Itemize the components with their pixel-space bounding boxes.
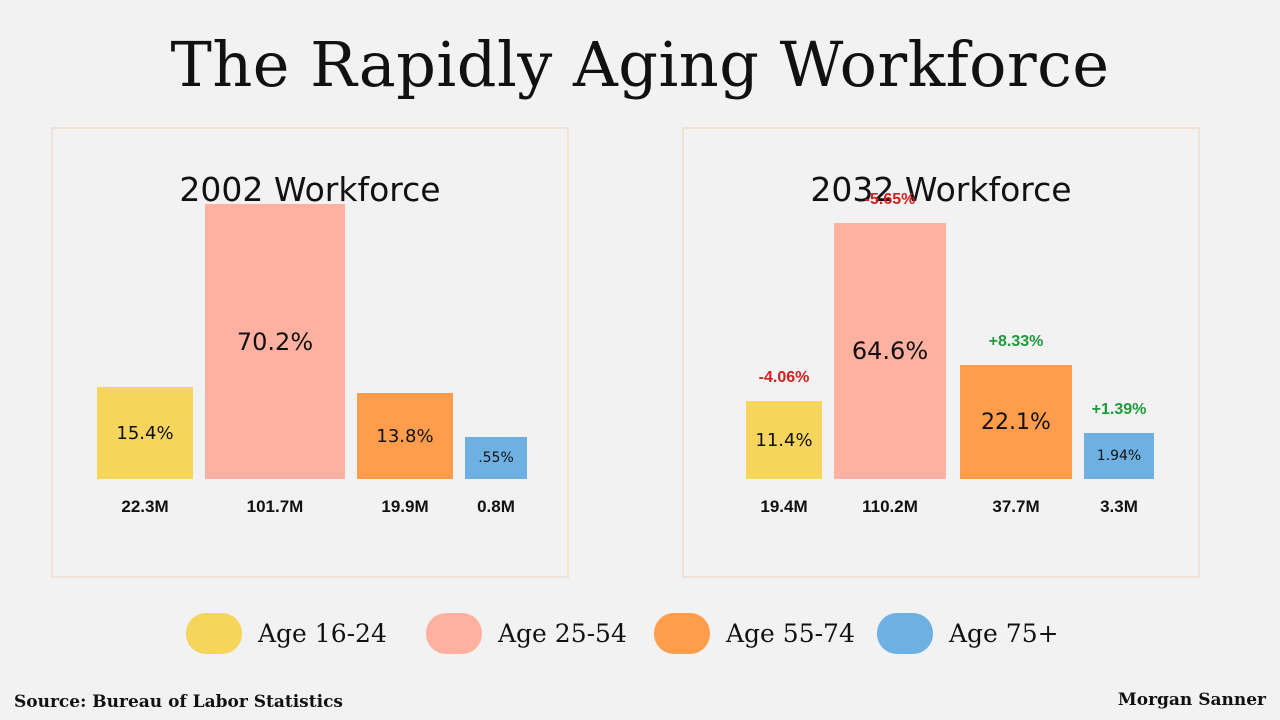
author-credit: Morgan Sanner: [1117, 690, 1266, 710]
bar-2002-age-55-74: 13.8%: [357, 393, 453, 479]
bar-2002-age-25-54: 70.2%: [205, 204, 345, 479]
change-label-2032-age-75-plus: +1.39%: [1091, 401, 1147, 418]
bar-value-label: 13.8%: [376, 425, 434, 447]
legend-label-age-25-54: Age 25-54: [498, 619, 627, 648]
chart-title-2002: 2002 Workforce: [179, 170, 441, 209]
bar-2032-age-25-54: 64.6%: [834, 223, 946, 479]
count-label-2032-age-16-24: 19.4M: [760, 497, 808, 516]
legend-label-age-75-plus: Age 75+: [949, 619, 1059, 648]
count-label-2002-age-25-54: 101.7M: [246, 497, 304, 516]
bar-2002-age-75-plus: .55%: [465, 437, 527, 479]
page-title: The Rapidly Aging Workforce: [170, 28, 1110, 101]
bar-value-label: 15.4%: [116, 422, 174, 444]
bar-2002-age-16-24: 15.4%: [97, 387, 193, 479]
legend-swatch-age-75-plus: [877, 613, 933, 654]
bar-value-label: 22.1%: [981, 409, 1051, 435]
count-label-2002-age-16-24: 22.3M: [121, 497, 169, 516]
legend-swatch-age-16-24: [186, 613, 242, 654]
count-label-2002-age-75-plus: 0.8M: [477, 497, 515, 516]
legend-swatch-age-55-74: [654, 613, 710, 654]
count-label-2032-age-25-54: 110.2M: [862, 497, 918, 516]
source-note: Source: Bureau of Labor Statistics: [14, 692, 343, 712]
change-label-2032-age-16-24: -4.06%: [758, 369, 810, 386]
legend-label-age-16-24: Age 16-24: [258, 619, 387, 648]
legend-item-age-55-74: Age 55-74: [654, 613, 855, 654]
bar-value-label: 1.94%: [1096, 448, 1142, 464]
count-label-2032-age-55-74: 37.7M: [992, 497, 1040, 516]
legend-label-age-55-74: Age 55-74: [726, 619, 855, 648]
count-label-2032-age-75-plus: 3.3M: [1100, 497, 1138, 516]
change-label-2032-age-55-74: +8.33%: [988, 333, 1044, 350]
legend-swatch-age-25-54: [426, 613, 482, 654]
legend-item-age-75-plus: Age 75+: [877, 613, 1059, 654]
legend-item-age-16-24: Age 16-24: [186, 613, 387, 654]
bar-value-label: 11.4%: [755, 429, 813, 451]
bar-value-label: .55%: [478, 450, 514, 466]
bar-2032-age-16-24: 11.4%: [746, 401, 822, 479]
bar-2032-age-75-plus: 1.94%: [1084, 433, 1154, 479]
chart-title-2032: 2032 Workforce: [810, 170, 1072, 209]
legend-item-age-25-54: Age 25-54: [426, 613, 627, 654]
bar-value-label: 70.2%: [236, 327, 314, 356]
bar-2032-age-55-74: 22.1%: [960, 365, 1072, 479]
count-label-2002-age-55-74: 19.9M: [381, 497, 429, 516]
chart-panel-2032: 2032 Workforce 11.4% 19.4M -4.06% 64.6% 110.…: [682, 127, 1200, 578]
legend: Age 16-24 Age 25-54 Age 55-74 Age 75+: [0, 613, 1280, 657]
bar-value-label: 64.6%: [851, 337, 929, 365]
chart-panel-2002: 2002 Workforce 15.4% 22.3M 70.2% 101.7M 13.8…: [51, 127, 569, 578]
change-label-2032-age-25-54: -5.65%: [864, 191, 916, 208]
